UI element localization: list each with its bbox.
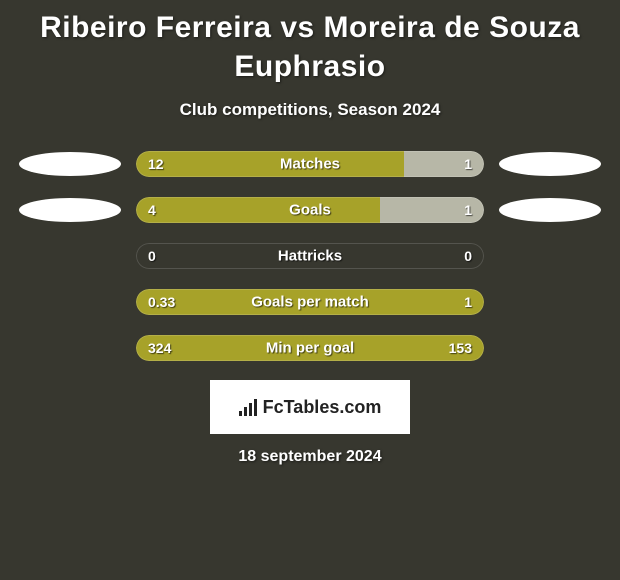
stats-chart: 12 1 Matches 4 1 Goals 0 0 Hattricks 0.33 1 Goals p… [0,150,620,362]
value-right: 0 [464,248,472,264]
value-right: 1 [464,202,472,218]
player-right-avatar [499,152,601,176]
bars-icon [239,398,257,416]
stat-bar: 12 1 Matches [136,151,484,177]
branding-text: FcTables.com [263,397,382,418]
bar-left-fill [136,197,380,223]
stat-row: 4 1 Goals [10,196,610,224]
stat-label: Matches [280,156,340,173]
stat-bar: 324 153 Min per goal [136,335,484,361]
stat-row: 0 0 Hattricks [10,242,610,270]
value-left: 4 [148,202,156,218]
value-left: 0.33 [148,294,175,310]
stat-row: 0.33 1 Goals per match [10,288,610,316]
stat-label: Hattricks [278,248,342,265]
left-avatar-col [10,198,130,222]
stat-bar: 0.33 1 Goals per match [136,289,484,315]
player-right-avatar [499,198,601,222]
value-right: 1 [464,294,472,310]
value-right: 153 [449,340,472,356]
stat-row: 12 1 Matches [10,150,610,178]
stat-bar: 0 0 Hattricks [136,243,484,269]
right-avatar-col [490,198,610,222]
value-left: 0 [148,248,156,264]
page-title: Ribeiro Ferreira vs Moreira de Souza Eup… [0,8,620,86]
stat-row: 324 153 Min per goal [10,334,610,362]
right-avatar-col [490,152,610,176]
bar-left-fill [136,151,404,177]
value-right: 1 [464,156,472,172]
comparison-infographic: Ribeiro Ferreira vs Moreira de Souza Eup… [0,0,620,466]
stat-label: Goals [289,202,331,219]
stat-label: Goals per match [251,294,369,311]
player-left-avatar [19,152,121,176]
left-avatar-col [10,152,130,176]
stat-label: Min per goal [266,340,354,357]
stat-bar: 4 1 Goals [136,197,484,223]
branding-badge: FcTables.com [210,380,410,434]
date-label: 18 september 2024 [0,448,620,466]
subtitle: Club competitions, Season 2024 [0,100,620,120]
value-left: 324 [148,340,171,356]
value-left: 12 [148,156,164,172]
player-left-avatar [19,198,121,222]
